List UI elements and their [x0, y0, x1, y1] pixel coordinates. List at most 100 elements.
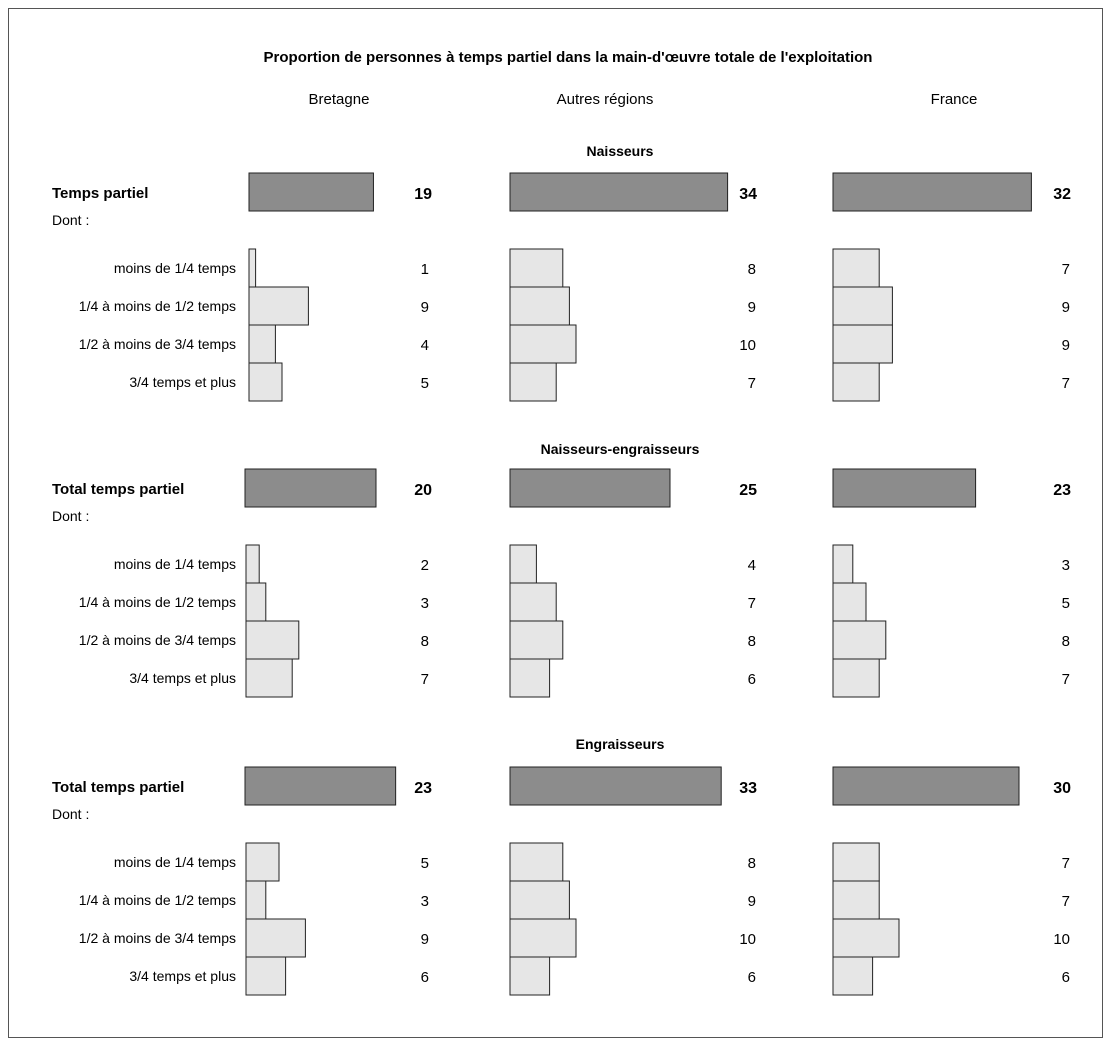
- breakdown-bar: [833, 957, 873, 995]
- subcategory-label: 1/4 à moins de 1/2 temps: [79, 892, 236, 908]
- subcategory-label: 3/4 temps et plus: [129, 968, 236, 984]
- breakdown-value: 8: [748, 261, 756, 278]
- total-bar: [510, 469, 670, 507]
- subcategory-label: 3/4 temps et plus: [129, 670, 236, 686]
- breakdown-bar: [246, 545, 259, 583]
- total-value: 20: [414, 482, 432, 499]
- breakdown-bar: [246, 843, 279, 881]
- breakdown-bar: [510, 881, 569, 919]
- breakdown-value: 9: [1062, 299, 1070, 316]
- total-bar: [833, 767, 1019, 805]
- total-bar: [510, 173, 728, 211]
- breakdown-bar: [246, 957, 286, 995]
- breakdown-bar: [510, 363, 556, 401]
- breakdown-bar: [833, 363, 879, 401]
- breakdown-value: 4: [748, 557, 756, 574]
- region-header: Bretagne: [309, 91, 370, 108]
- breakdown-bar: [246, 621, 299, 659]
- breakdown-value: 9: [421, 299, 429, 316]
- breakdown-bar: [510, 659, 550, 697]
- breakdown-bar: [833, 249, 879, 287]
- breakdown-bar: [833, 919, 899, 957]
- breakdown-value: 8: [1062, 633, 1070, 650]
- total-bar: [833, 173, 1031, 211]
- breakdown-value: 9: [748, 893, 756, 910]
- total-value: 23: [414, 780, 432, 797]
- total-bar: [245, 767, 396, 805]
- breakdown-value: 5: [421, 855, 429, 872]
- subcategory-label: moins de 1/4 temps: [114, 260, 236, 276]
- breakdown-bar: [510, 545, 536, 583]
- section-title: Naisseurs: [587, 143, 654, 159]
- breakdown-bar: [833, 843, 879, 881]
- dont-label: Dont :: [52, 508, 89, 524]
- subcategory-label: moins de 1/4 temps: [114, 556, 236, 572]
- breakdown-value: 5: [1062, 595, 1070, 612]
- breakdown-value: 3: [421, 595, 429, 612]
- subcategory-label: 1/4 à moins de 1/2 temps: [79, 298, 236, 314]
- total-value: 33: [739, 780, 757, 797]
- breakdown-value: 6: [421, 969, 429, 986]
- breakdown-value: 1: [421, 261, 429, 278]
- breakdown-bar: [246, 583, 266, 621]
- breakdown-value: 7: [1062, 671, 1070, 688]
- breakdown-value: 7: [748, 375, 756, 392]
- breakdown-value: 6: [748, 969, 756, 986]
- breakdown-bar: [510, 621, 563, 659]
- total-value: 19: [414, 186, 432, 203]
- breakdown-value: 7: [421, 671, 429, 688]
- breakdown-bar: [249, 287, 308, 325]
- breakdown-bar: [510, 957, 550, 995]
- breakdown-bar: [510, 919, 576, 957]
- breakdown-value: 8: [421, 633, 429, 650]
- breakdown-bar: [833, 287, 892, 325]
- total-bar: [833, 469, 976, 507]
- breakdown-bar: [510, 843, 563, 881]
- section-title: Engraisseurs: [576, 736, 665, 752]
- breakdown-bar: [246, 919, 305, 957]
- breakdown-value: 9: [748, 299, 756, 316]
- breakdown-bar: [833, 659, 879, 697]
- breakdown-value: 10: [1053, 931, 1070, 948]
- breakdown-value: 3: [1062, 557, 1070, 574]
- breakdown-value: 8: [748, 633, 756, 650]
- breakdown-value: 9: [1062, 337, 1070, 354]
- breakdown-value: 8: [748, 855, 756, 872]
- breakdown-value: 10: [739, 337, 756, 354]
- total-bar: [510, 767, 721, 805]
- total-bar: [245, 469, 376, 507]
- breakdown-bar: [833, 545, 853, 583]
- breakdown-bar: [833, 881, 879, 919]
- breakdown-bar: [510, 249, 563, 287]
- breakdown-bar: [249, 363, 282, 401]
- breakdown-value: 3: [421, 893, 429, 910]
- total-value: 25: [739, 482, 757, 499]
- total-value: 34: [739, 186, 757, 203]
- dont-label: Dont :: [52, 806, 89, 822]
- total-value: 32: [1053, 186, 1071, 203]
- total-value: 23: [1053, 482, 1071, 499]
- breakdown-value: 4: [421, 337, 429, 354]
- breakdown-value: 7: [1062, 855, 1070, 872]
- total-bar: [249, 173, 373, 211]
- breakdown-bar: [510, 325, 576, 363]
- subcategory-label: 1/4 à moins de 1/2 temps: [79, 594, 236, 610]
- total-label: Total temps partiel: [52, 481, 184, 498]
- breakdown-value: 7: [1062, 375, 1070, 392]
- breakdown-bar: [249, 325, 275, 363]
- breakdown-bar: [246, 881, 266, 919]
- chart-title: Proportion de personnes à temps partiel …: [264, 49, 873, 66]
- subcategory-label: 3/4 temps et plus: [129, 374, 236, 390]
- dont-label: Dont :: [52, 212, 89, 228]
- region-header: Autres régions: [557, 91, 654, 108]
- section-title: Naisseurs-engraisseurs: [541, 441, 700, 457]
- breakdown-bar: [246, 659, 292, 697]
- breakdown-value: 2: [421, 557, 429, 574]
- breakdown-value: 6: [748, 671, 756, 688]
- subcategory-label: moins de 1/4 temps: [114, 854, 236, 870]
- subcategory-label: 1/2 à moins de 3/4 temps: [79, 336, 236, 352]
- breakdown-value: 9: [421, 931, 429, 948]
- breakdown-bar: [833, 621, 886, 659]
- total-label: Total temps partiel: [52, 779, 184, 796]
